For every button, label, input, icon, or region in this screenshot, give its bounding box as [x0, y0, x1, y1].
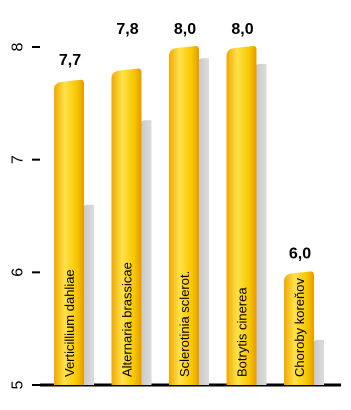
- label-layer: 7,7 Verticillium dahliae 7,8 Alternaria bra…: [59, 21, 311, 377]
- value-label: 7,8: [116, 21, 138, 38]
- bar: [226, 46, 257, 385]
- category-label: Alternaria brassicae: [120, 262, 135, 377]
- value-label: 8,0: [231, 21, 253, 38]
- bar: [169, 46, 199, 385]
- category-label: Verticillium dahliae: [62, 269, 77, 377]
- y-tick-label: 8: [10, 42, 27, 51]
- y-tick-label: 7: [10, 155, 27, 164]
- bar: [54, 79, 84, 386]
- value-label: 6,0: [289, 245, 311, 262]
- bar: [111, 68, 142, 386]
- shadow-bar: [83, 204, 94, 385]
- category-label: Sclerotinia sclerot.: [177, 271, 192, 377]
- value-label: 8,0: [174, 21, 196, 38]
- shadow-bar: [255, 63, 267, 386]
- category-label: Choroby koreňov: [292, 278, 307, 377]
- shadow-bar-layer: [83, 58, 324, 386]
- category-label: Botrytis cinerea: [235, 287, 250, 377]
- bar: [284, 271, 314, 385]
- shadow-bar: [313, 339, 324, 385]
- shadow-bar: [198, 58, 209, 386]
- shadow-bar: [140, 120, 152, 385]
- y-tick-label: 6: [10, 268, 27, 277]
- bar-layer: [54, 46, 314, 386]
- value-label: 7,7: [59, 52, 81, 69]
- y-tick-label: 5: [10, 380, 27, 389]
